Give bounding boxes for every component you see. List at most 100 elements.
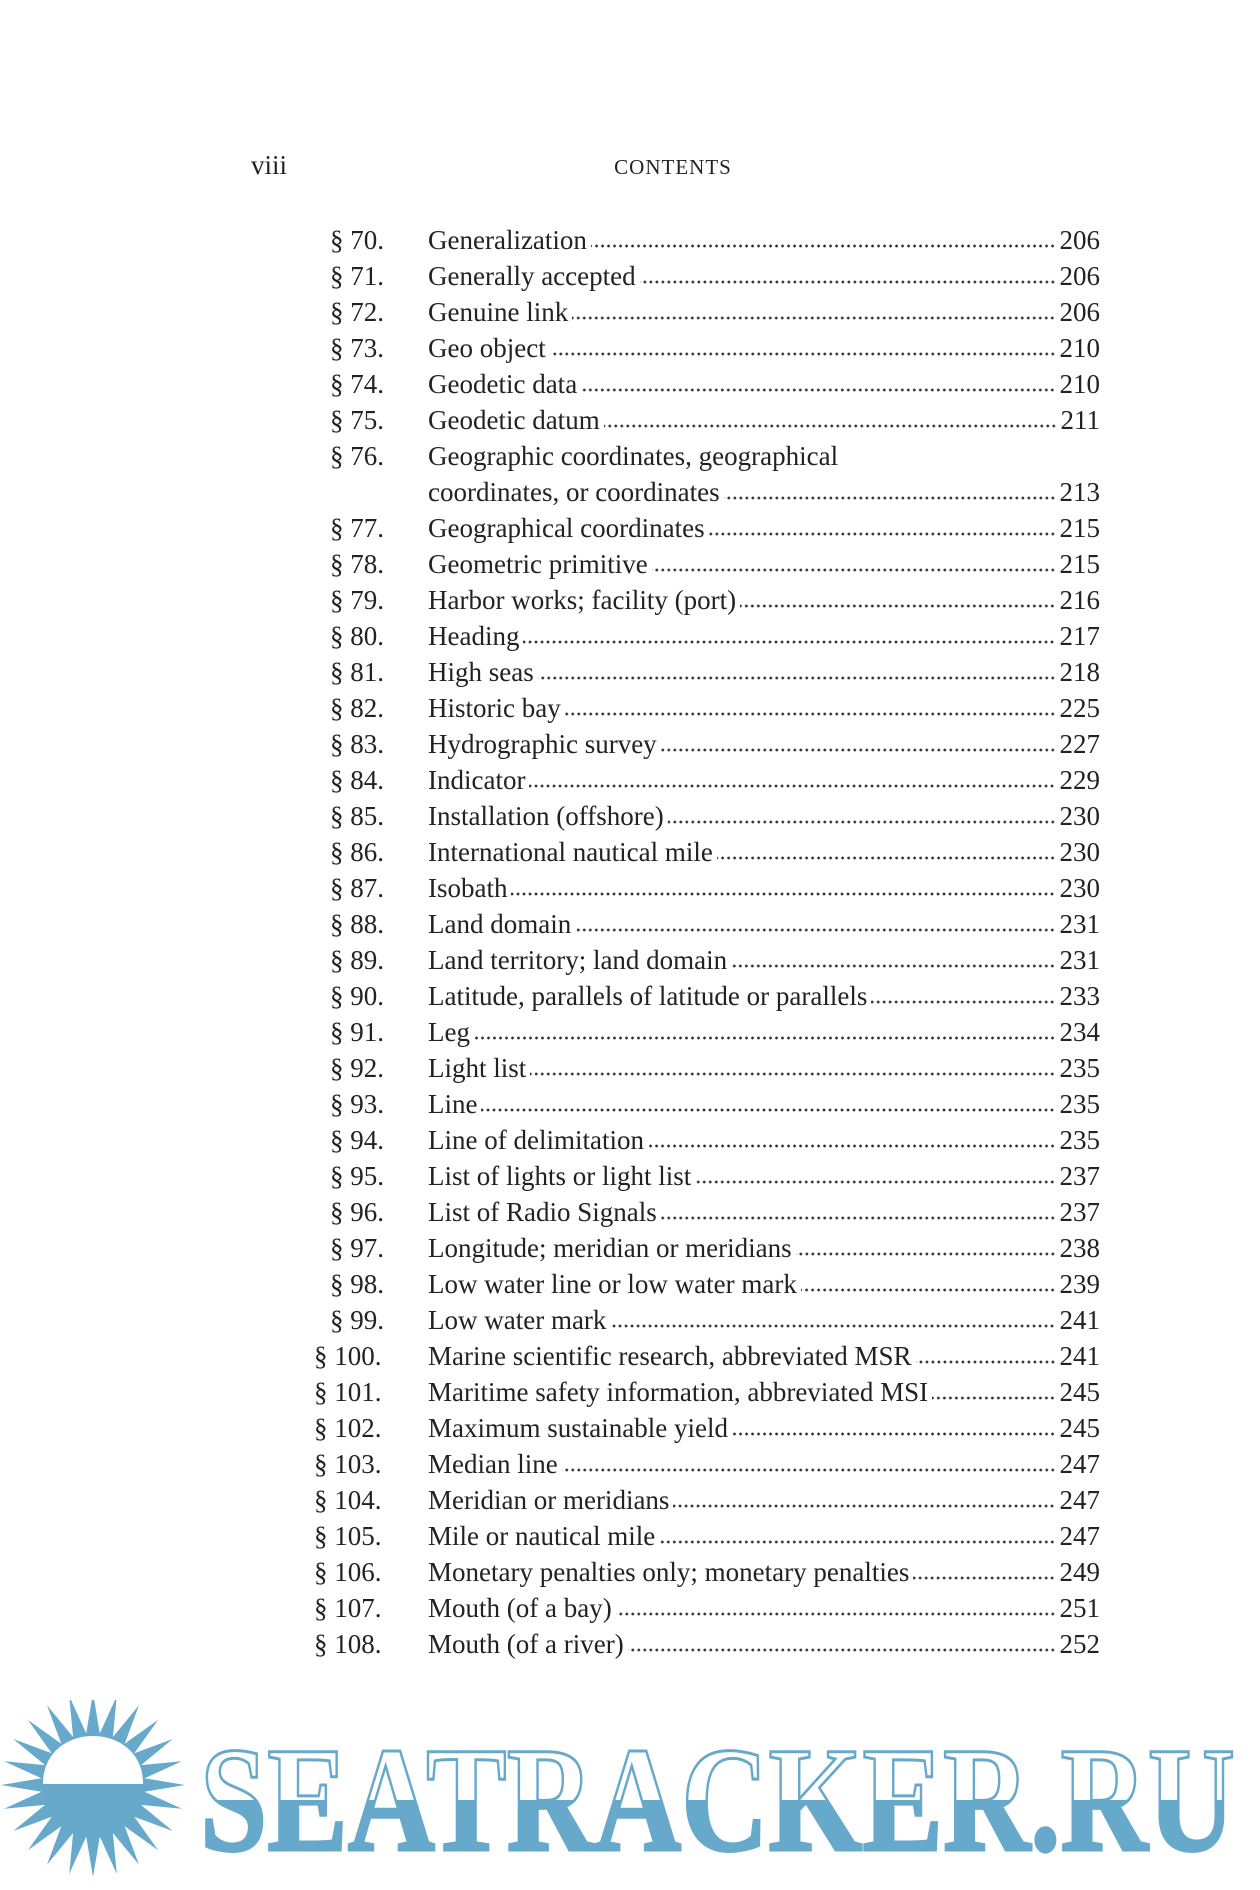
page-number: 206: [1059, 297, 1101, 327]
section-number: § 105.: [314, 1521, 382, 1551]
section-number: § 106.: [314, 1557, 382, 1587]
section-number: § 103.: [314, 1449, 382, 1479]
toc-entry: § 75. Geodetic datum 211: [330, 402, 1100, 438]
section-number: § 74.: [330, 369, 384, 399]
toc-entry: § 74. Geodetic data 210: [330, 366, 1100, 402]
dot-leader: [581, 387, 1056, 393]
page-number: 237: [1059, 1161, 1101, 1191]
toc-entry: § 97. Longitude; meridian or meridians 238: [330, 1230, 1100, 1266]
entry-title: Genuine link: [428, 297, 569, 327]
section-number: § 86.: [330, 837, 384, 867]
page-number: 210: [1059, 369, 1101, 399]
dot-leader: [740, 603, 1056, 609]
entry-title: Leg: [428, 1017, 470, 1047]
toc-entry: § 102. Maximum sustainable yield 245: [314, 1410, 1101, 1446]
toc-entry: § 108. Mouth (of a river) 252: [314, 1626, 1100, 1662]
toc-entry: § 101. Maritime safety information, abbre…: [314, 1374, 1100, 1410]
toc-entry: § 88. Land domain 231: [330, 906, 1100, 942]
entry-title: International nautical mile: [428, 837, 713, 867]
dot-leader: [564, 711, 1056, 717]
page-number: 234: [1059, 1017, 1101, 1047]
entry-title: Mouth (of a river): [428, 1629, 624, 1659]
section-number: § 87.: [330, 873, 384, 903]
toc-entry: § 103. Median line 247: [314, 1446, 1100, 1482]
section-number: § 102.: [314, 1413, 382, 1443]
toc-entry: § 107. Mouth (of a bay) 251: [314, 1590, 1100, 1626]
toc-entry: § 95. List of lights or light list 237: [330, 1158, 1100, 1194]
dot-leader: [659, 1539, 1056, 1545]
dot-leader: [913, 1575, 1056, 1581]
section-number: § 99.: [330, 1305, 384, 1335]
entry-title: Geographic coordinates, geographical: [428, 441, 839, 471]
page-number: 217: [1059, 621, 1101, 651]
entry-title: Latitude, parallels of latitude or paral…: [428, 981, 868, 1011]
section-number: § 78.: [330, 549, 384, 579]
page-number: 206: [1059, 225, 1101, 255]
dot-leader: [549, 351, 1056, 357]
entry-title: Isobath: [428, 873, 508, 903]
section-number: § 72.: [330, 297, 384, 327]
toc-entry: § 80. Heading 217: [330, 618, 1100, 654]
toc-entry: § 71. Generally accepted 206: [330, 258, 1100, 294]
page-number: 237: [1059, 1197, 1101, 1227]
entry-title: Historic bay: [428, 693, 561, 723]
page-number: 229: [1059, 765, 1101, 795]
dot-leader: [932, 1395, 1056, 1401]
page-number: 241: [1059, 1341, 1101, 1371]
dot-leader: [673, 1503, 1056, 1509]
toc-entry: § 73. Geo object 210: [330, 330, 1100, 366]
page-number: 215: [1059, 549, 1101, 579]
toc-entry: § 92. Light list 235: [330, 1050, 1100, 1086]
dot-leader: [871, 999, 1056, 1005]
section-number: § 75.: [330, 405, 384, 435]
toc-entry: § 78. Geometric primitive 215: [330, 546, 1100, 582]
page-number: 238: [1059, 1233, 1101, 1263]
dot-leader: [529, 783, 1056, 789]
page-number: 230: [1059, 873, 1101, 903]
page-number: 230: [1059, 837, 1101, 867]
page-number: 225: [1059, 693, 1101, 723]
dot-leader: [647, 1143, 1056, 1149]
entry-title: Generally accepted: [428, 261, 636, 291]
dot-leader: [667, 819, 1056, 825]
entry-title: Hydrographic survey: [428, 729, 657, 759]
entry-title: Low water line or low water mark: [428, 1269, 797, 1299]
page-number: 245: [1059, 1413, 1101, 1443]
section-number: § 83.: [330, 729, 384, 759]
section-number: § 98.: [330, 1269, 384, 1299]
toc-entry: § 81. High seas 218: [330, 654, 1100, 690]
dot-leader: [795, 1251, 1056, 1257]
dot-leader: [572, 315, 1056, 321]
page-number: 215: [1059, 513, 1101, 543]
toc-entry: § 106. Monetary penalties only; monetary …: [314, 1554, 1101, 1590]
dot-leader: [610, 1323, 1056, 1329]
section-number: § 71.: [330, 261, 384, 291]
dot-leader: [481, 1107, 1056, 1113]
dot-leader: [603, 423, 1057, 429]
dot-leader: [731, 963, 1056, 969]
page-number: 213: [1059, 477, 1101, 507]
entry-title: Line: [428, 1089, 478, 1119]
page-number: 235: [1059, 1125, 1101, 1155]
toc-entry: § 100. Marine scientific research, abbrev…: [314, 1338, 1101, 1374]
section-number: § 81.: [330, 657, 384, 687]
dot-leader: [731, 1431, 1056, 1437]
page-number: 239: [1059, 1269, 1101, 1299]
toc-entry: § 91. Leg 234: [330, 1014, 1100, 1050]
dot-leader: [716, 855, 1056, 861]
page-number: 216: [1059, 585, 1101, 615]
section-number: § 80.: [330, 621, 384, 651]
toc-entry: § 96. List of Radio Signals 237: [330, 1194, 1100, 1230]
page-number: 249: [1059, 1557, 1101, 1587]
toc-entry: § 99. Low water mark 241: [330, 1302, 1100, 1338]
page-number: 227: [1059, 729, 1101, 759]
entry-title: Monetary penalties only; monetary penalt…: [428, 1557, 910, 1587]
toc-entry: § 94. Line of delimitation 235: [330, 1122, 1100, 1158]
section-number: § 89.: [330, 945, 384, 975]
toc-entry: § 83. Hydrographic survey 227: [330, 726, 1100, 762]
entry-title: Light list: [428, 1053, 527, 1083]
entry-title: List of lights or light list: [428, 1161, 692, 1191]
dot-leader: [639, 279, 1056, 285]
section-number: § 88.: [330, 909, 384, 939]
entry-title: Maximum sustainable yield: [428, 1413, 728, 1443]
